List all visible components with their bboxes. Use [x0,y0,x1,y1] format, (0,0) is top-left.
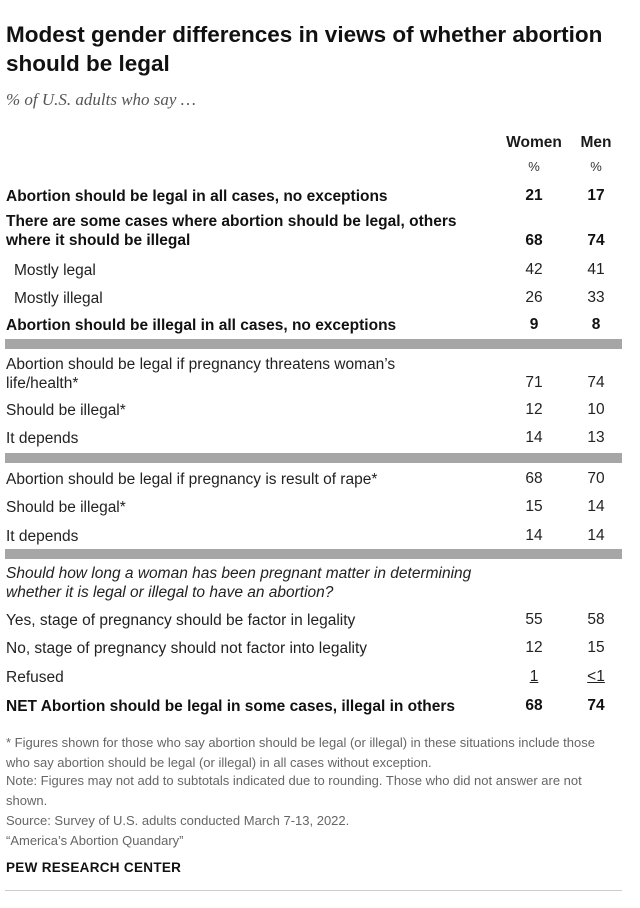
value-women: 71 [525,374,543,391]
footnote: * Figures shown for those who say aborti… [6,735,595,770]
value-women: 68 [525,470,543,487]
value-women: 12 [525,639,543,656]
value-men: 17 [587,187,605,204]
value-women: 55 [525,611,543,628]
value-women: 12 [525,401,543,418]
value-men: 74 [587,374,605,391]
value-men: 15 [587,639,605,656]
note: Note: Figures may not add to subtotals i… [6,773,582,808]
report-title: “America’s Abortion Quandary” [6,833,184,848]
value-women: 15 [525,498,543,515]
value-men: 74 [587,697,605,714]
value-men: 13 [587,429,605,446]
section-divider [5,339,622,349]
section-divider [5,453,622,463]
section-divider [5,549,622,559]
value-men: 14 [587,527,605,544]
value-women: 14 [525,527,543,544]
value-women: 26 [525,289,543,306]
row-label: Abortion should be legal in all cases, n… [6,188,388,205]
column-header-men: Men [580,134,612,151]
row-label: Refused [6,669,64,686]
column-header-women: Women [506,134,562,151]
row-label: It depends [6,528,79,545]
row-label: It depends [6,430,79,447]
row-label: NET Abortion should be legal in some cas… [6,698,456,715]
value-women: 14 [525,429,543,446]
row-label: Mostly illegal [14,290,103,307]
value-women: 68 [525,697,543,714]
row-label: Should be illegal* [6,402,126,419]
source: Source: Survey of U.S. adults conducted … [6,813,350,828]
column-unit-women: % [528,159,540,174]
row-label: Should be illegal* [6,499,126,516]
row-label: Abortion should be legal if pregnancy th… [6,356,396,392]
value-men: <1 [587,668,605,685]
row-label: No, stage of pregnancy should not factor… [6,640,368,657]
value-men: 70 [587,470,605,487]
row-label: Should how long a woman has been pregnan… [6,565,472,601]
value-men: 8 [591,316,601,333]
bottom-rule [5,890,622,891]
value-men: 14 [587,498,605,515]
value-men: 10 [587,401,605,418]
row-label: Mostly legal [14,262,96,279]
value-women: 42 [525,261,543,278]
value-women: 21 [525,187,543,204]
value-men: 33 [587,289,605,306]
value-men: 74 [587,232,605,249]
row-label: There are some cases where abortion shou… [6,213,457,249]
chart-title: Modest gender differences in views of wh… [6,22,603,76]
value-women: 68 [525,232,543,249]
row-label: Yes, stage of pregnancy should be factor… [6,612,356,629]
row-label: Abortion should be illegal in all cases,… [6,317,397,334]
chart-subtitle: % of U.S. adults who say … [6,90,196,109]
row-label: Abortion should be legal if pregnancy is… [6,471,378,488]
brand-logo-text: PEW RESEARCH CENTER [6,860,182,875]
value-men: 41 [587,261,605,278]
value-men: 58 [587,611,605,628]
value-women: 9 [529,316,539,333]
column-unit-men: % [590,159,602,174]
value-women: 1 [529,668,539,685]
